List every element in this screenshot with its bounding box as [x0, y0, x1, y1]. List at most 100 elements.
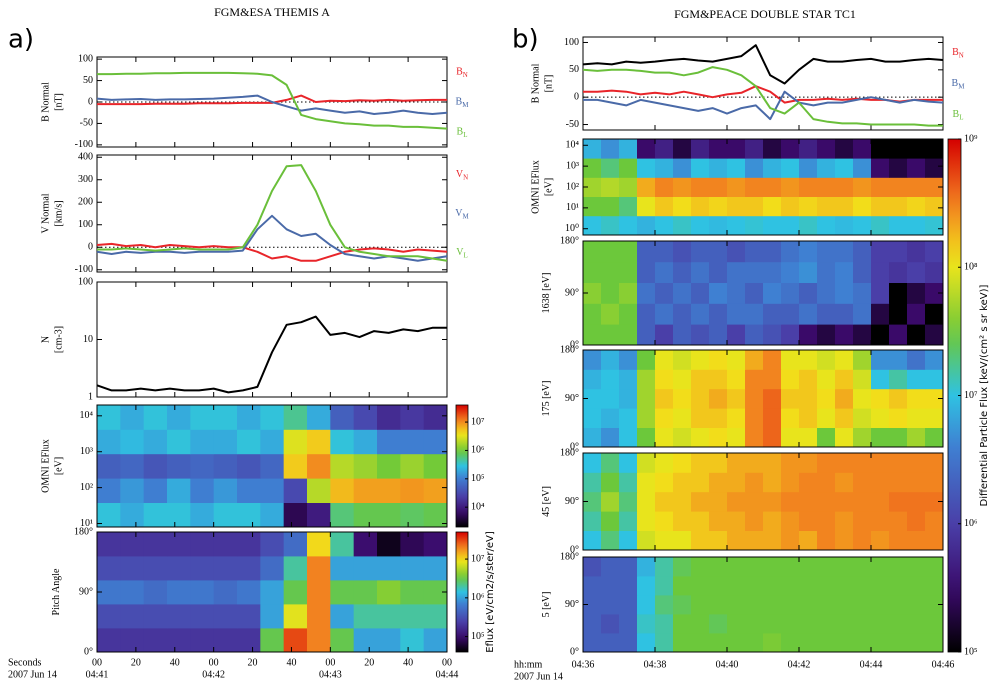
y-tick-label: 10⁰ [565, 223, 579, 234]
heatmap-cell [120, 478, 145, 503]
heatmap-cell [691, 595, 710, 615]
y-axis-label: OMNI EFlux [40, 439, 51, 493]
heatmap-cell [817, 614, 836, 634]
heatmap-cell [260, 502, 285, 528]
heatmap-cell [330, 556, 355, 581]
heatmap-cell [853, 530, 872, 551]
heatmap-cell [925, 261, 944, 283]
heatmap-cell [763, 350, 782, 370]
heatmap-cell [745, 595, 764, 615]
x-tick-label: 00 [209, 657, 219, 668]
heatmap-cell [143, 628, 168, 653]
heatmap-cell [307, 580, 331, 605]
heatmap-cell [637, 427, 656, 448]
colorbar-tick-label: 10⁵ [471, 631, 485, 642]
heatmap-cell [889, 369, 908, 390]
heatmap-cell [353, 580, 378, 605]
heatmap-cell [763, 388, 782, 409]
heatmap-cell [781, 177, 800, 197]
heatmap-cell [655, 282, 674, 304]
y-tick-label: 10 [83, 334, 93, 345]
heatmap-cell [907, 177, 926, 197]
heatmap-cell [871, 557, 890, 577]
heatmap-cell [889, 595, 908, 615]
heatmap-cell [691, 350, 710, 370]
heatmap-cell [817, 139, 836, 159]
heatmap-cell [691, 576, 710, 596]
heatmap-cell [167, 628, 191, 653]
heatmap-cell [727, 177, 746, 197]
heatmap-cell [835, 511, 854, 531]
heatmap-cell [907, 196, 926, 217]
heatmap-cell [601, 557, 620, 577]
heatmap-cell [637, 196, 656, 217]
heatmap-cell [423, 604, 448, 629]
heatmap-cell [237, 532, 261, 557]
heatmap-cell [307, 502, 331, 528]
heatmap-cell [781, 350, 800, 370]
heatmap-cell [763, 177, 782, 197]
y-tick-label: 0 [574, 91, 579, 102]
heatmap-cell [835, 614, 854, 634]
heatmap-cell [691, 177, 710, 197]
heatmap-cell [799, 511, 818, 531]
heatmap-cell [853, 408, 872, 428]
heatmap-cell [583, 491, 602, 512]
heatmap-cell [673, 196, 692, 217]
heatmap-cell [835, 369, 854, 390]
heatmap-cell [925, 215, 944, 236]
heatmap-cell [709, 427, 728, 448]
heatmap-cell [377, 478, 401, 503]
heatmap-cell [691, 557, 710, 577]
heatmap-cell [691, 472, 710, 493]
heatmap-cell [835, 261, 854, 283]
heatmap-cell [213, 532, 238, 557]
heatmap-cell [655, 158, 674, 178]
heatmap-cell [853, 633, 872, 653]
heatmap-cell [97, 628, 121, 653]
x-tick-label: 04:38 [644, 659, 667, 670]
heatmap-cell [745, 388, 764, 409]
y-tick-label: 90° [565, 287, 579, 298]
y-tick-label: 10² [80, 482, 93, 493]
heatmap-cell [619, 576, 638, 596]
heatmap-cell [619, 633, 638, 653]
heatmap-cell [619, 595, 638, 615]
heatmap-cell [799, 530, 818, 551]
x-tick-label: 04:36 [572, 659, 595, 670]
heatmap-cell [763, 557, 782, 577]
heatmap-cell [619, 158, 638, 178]
heatmap-cell [673, 282, 692, 304]
heatmap-cell [190, 478, 215, 503]
heatmap-cell [377, 429, 401, 455]
y-axis-label: 5 [eV] [541, 592, 552, 618]
heatmap-cell [673, 511, 692, 531]
heatmap-cell [167, 532, 191, 557]
heatmap-cell [143, 429, 168, 455]
heatmap-cell [889, 196, 908, 217]
heatmap-cell [871, 614, 890, 634]
heatmap-cell [583, 139, 602, 159]
heatmap-cell [167, 405, 191, 430]
heatmap-cell [835, 530, 854, 551]
heatmap-cell [637, 215, 656, 236]
heatmap-cell [637, 241, 656, 263]
heatmap-cell [167, 604, 191, 629]
y-axis-label: [eV] [53, 457, 64, 475]
heatmap-cell [907, 139, 926, 159]
heatmap-cell [673, 241, 692, 263]
heatmap-cell [353, 604, 378, 629]
heatmap-cell [781, 614, 800, 634]
heatmap-cell [889, 324, 908, 346]
colorbar-tick-label: 10⁷ [471, 553, 485, 564]
heatmap-cell [260, 628, 285, 653]
heatmap-cell [817, 388, 836, 409]
heatmap-cell [835, 241, 854, 263]
heatmap-cell [97, 604, 121, 629]
heatmap-cell [260, 604, 285, 629]
heatmap-cell [907, 472, 926, 493]
heatmap-cell [709, 576, 728, 596]
y-tick-label: 10² [566, 181, 579, 192]
heatmap-cell [799, 427, 818, 448]
heatmap-cell [655, 241, 674, 263]
